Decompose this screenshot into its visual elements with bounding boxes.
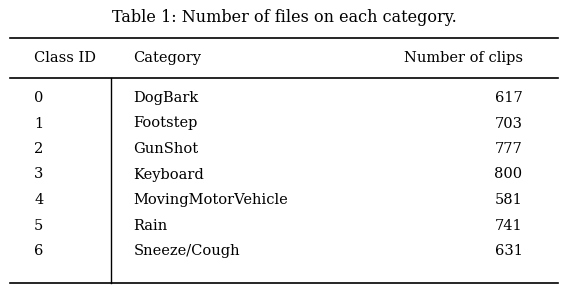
Text: Table 1: Number of files on each category.: Table 1: Number of files on each categor… — [112, 10, 456, 26]
Text: 6: 6 — [34, 244, 44, 258]
Text: 703: 703 — [495, 117, 523, 130]
Text: 617: 617 — [495, 91, 523, 105]
Text: 741: 741 — [495, 218, 523, 233]
Text: Number of clips: Number of clips — [403, 51, 523, 65]
Text: 4: 4 — [34, 193, 43, 207]
Text: DogBark: DogBark — [133, 91, 199, 105]
Text: 631: 631 — [495, 244, 523, 258]
Text: Sneeze/Cough: Sneeze/Cough — [133, 244, 240, 258]
Text: 5: 5 — [34, 218, 43, 233]
Text: Keyboard: Keyboard — [133, 168, 204, 182]
Text: Footstep: Footstep — [133, 117, 198, 130]
Text: 2: 2 — [34, 142, 43, 156]
Text: 1: 1 — [34, 117, 43, 130]
Text: 777: 777 — [495, 142, 523, 156]
Text: 3: 3 — [34, 168, 44, 182]
Text: 0: 0 — [34, 91, 44, 105]
Text: GunShot: GunShot — [133, 142, 199, 156]
Text: 581: 581 — [495, 193, 523, 207]
Text: MovingMotorVehicle: MovingMotorVehicle — [133, 193, 288, 207]
Text: Category: Category — [133, 51, 202, 65]
Text: Class ID: Class ID — [34, 51, 96, 65]
Text: Rain: Rain — [133, 218, 168, 233]
Text: 800: 800 — [494, 168, 523, 182]
